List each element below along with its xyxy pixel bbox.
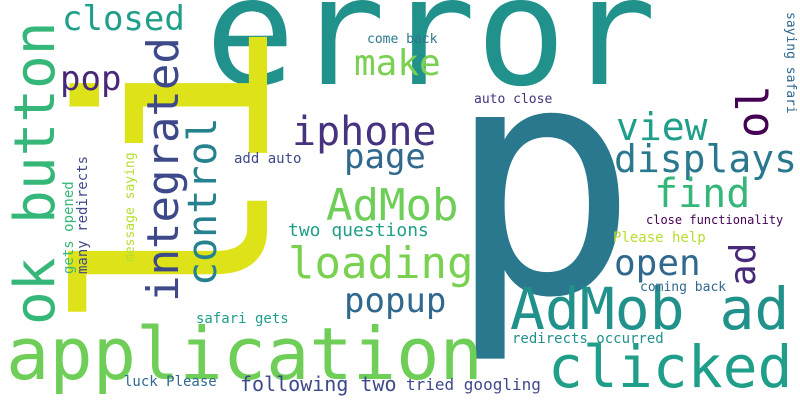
word-please-help: Please help [613, 230, 706, 246]
word-make: make [354, 43, 441, 84]
word-view: view [616, 105, 708, 149]
word-iphone: iphone [292, 109, 437, 155]
word-admob: AdMob [326, 180, 459, 231]
word-clicked: clicked [548, 333, 793, 400]
word-error: error [205, 0, 657, 120]
word-admob-ad: AdMob ad [510, 275, 790, 343]
word-safari-gets: safari gets [196, 311, 289, 327]
word-pop: pop [60, 59, 122, 99]
word-coming-back: coming back [640, 280, 727, 295]
word-ok-button: ok button [3, 21, 68, 325]
word-displays: displays [614, 137, 798, 181]
word-message-saying: message saying [123, 152, 138, 262]
word-many-redirects: many redirects [75, 155, 91, 274]
word-redirects-occurred: redirects occurred [512, 331, 664, 347]
word-saying-safari: saying safari [783, 12, 798, 114]
word-control: control [180, 117, 226, 286]
word-come-back: come back [367, 32, 438, 47]
word-ol: ol [728, 85, 779, 138]
word-closed: closed [62, 0, 185, 39]
word-tried-googling: tried googling [406, 375, 541, 394]
word-two-questions: two questions [288, 220, 429, 241]
word-luck-please: luck Please [124, 374, 217, 390]
word-close-functionality: close functionality [646, 213, 784, 227]
word-page: page [344, 137, 426, 177]
word-following-two: following two [240, 372, 397, 396]
word-loading: loading [288, 238, 474, 289]
word-application: application [6, 312, 483, 396]
word-p: p [446, 0, 639, 368]
word-auto-close: auto close [474, 92, 553, 107]
word-ad: ad [723, 242, 764, 286]
word-find: find [654, 171, 751, 217]
word-popup: popup [344, 281, 447, 321]
word-gets-opened: gets opened [61, 181, 77, 274]
word-open: open [614, 243, 701, 284]
word-add-auto: add auto [234, 151, 302, 167]
